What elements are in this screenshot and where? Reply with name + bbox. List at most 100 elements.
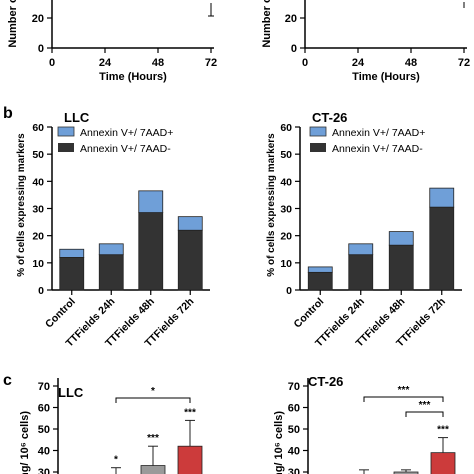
bar-lower — [348, 254, 374, 291]
legend-label: Annexin V+/ 7AAD+ — [80, 127, 173, 139]
x-tick-label: 72 — [458, 57, 470, 69]
y-tick-label: 0 — [286, 285, 292, 297]
significance-label: *** — [147, 433, 159, 444]
plot-area: 30 40 50 60 70 *** *** *** — [288, 378, 456, 474]
panel-letter-b: b — [3, 105, 13, 122]
y-axis-label: % of cells expressing markers — [16, 133, 27, 277]
y-axis-label: % of cells expressing markers — [266, 133, 277, 277]
y-tick-label: 40 — [32, 176, 44, 188]
y-tick-label: 20 — [32, 231, 44, 243]
y-tick-label: 20 — [280, 231, 292, 243]
x-tick-label: 24 — [99, 57, 112, 69]
legend-swatch-upper — [309, 126, 327, 137]
y-tick-label: 50 — [280, 149, 292, 161]
y-tick-label: 70 — [38, 381, 50, 393]
y-tick-label: 50 — [32, 149, 44, 161]
significance-label: * — [114, 455, 118, 466]
bar-upper — [138, 190, 164, 213]
y-tick-label: 50 — [38, 424, 50, 436]
x-ticks: 0 24 48 72 — [302, 48, 470, 69]
panel-a-right: 20 0 Number o 0 24 48 72 Time (Hours) — [261, 0, 470, 83]
bar-lower — [177, 229, 203, 291]
chart-title: CT-26 — [308, 374, 343, 389]
bar-upper — [177, 216, 203, 231]
bar-lower — [307, 271, 333, 291]
bracket-label: *** — [419, 400, 431, 411]
y-tick-label: 0 — [38, 43, 44, 55]
x-tick-label: Control — [291, 296, 326, 331]
panel-c-ct26: CT-26 ng/ 10⁶ cells) 30 40 50 60 70 *** *** *** — [273, 374, 456, 474]
bar-lower — [429, 206, 455, 291]
panel-b-ct26: CT-26 % of cells expressing markers 0 10 2… — [266, 110, 462, 350]
y-tick-label: 60 — [38, 403, 50, 415]
legend-swatch-lower — [310, 143, 326, 152]
legend-label: Annexin V+/ 7AAD- — [332, 143, 423, 155]
x-tick-label: 0 — [302, 57, 308, 69]
y-tick-label: 40 — [288, 446, 300, 458]
significance-bracket — [405, 411, 444, 417]
legend-swatch-upper — [57, 126, 75, 137]
y-tick-label: 70 — [288, 381, 300, 393]
x-tick-label: Control — [43, 296, 78, 331]
panel-b-llc: LLC % of cells expressing markers 0 10 20 3… — [16, 110, 210, 350]
y-tick-label: 10 — [280, 258, 292, 270]
x-ticks: 0 24 48 72 — [49, 48, 217, 69]
bar — [177, 445, 203, 474]
legend-swatch-lower — [58, 143, 74, 152]
bar — [430, 452, 456, 474]
bar-upper — [429, 187, 455, 208]
legend: Annexin V+/ 7AAD+ Annexin V+/ 7AAD- — [309, 126, 425, 155]
x-tick-label: 48 — [405, 57, 417, 69]
y-tick-label: 50 — [288, 424, 300, 436]
y-tick-label: 30 — [38, 467, 50, 474]
y-tick-label: 0 — [38, 285, 44, 297]
x-tick-label: 24 — [352, 57, 365, 69]
y-tick-label: 30 — [288, 467, 300, 474]
x-axis-label: Time (Hours) — [352, 71, 420, 83]
bracket-label: *** — [398, 385, 410, 396]
bar-lower — [98, 254, 124, 291]
x-tick-label: 0 — [49, 57, 55, 69]
bar-upper — [388, 231, 414, 246]
x-axis-label: Time (Hours) — [99, 71, 167, 83]
x-tick-label: 72 — [205, 57, 217, 69]
y-tick-label: 60 — [288, 403, 300, 415]
y-tick-label: 30 — [280, 204, 292, 216]
y-tick-label: 20 — [32, 13, 44, 25]
y-tick-label: 40 — [38, 446, 50, 458]
significance-label: *** — [184, 407, 196, 418]
bar-upper — [348, 243, 374, 256]
chart-title: CT-26 — [312, 110, 347, 125]
legend-label: Annexin V+/ 7AAD+ — [332, 127, 425, 139]
x-tick-label: 48 — [152, 57, 164, 69]
bar-lower — [138, 212, 164, 291]
y-axis-label: ng/ 10⁶ cells) — [273, 411, 285, 474]
bar-upper — [307, 266, 333, 273]
y-axis-label: ng/ 10⁶ cells) — [19, 411, 31, 474]
bracket-label: * — [151, 386, 155, 397]
significance-label: *** — [437, 425, 449, 436]
bar-lower — [59, 256, 85, 291]
y-tick-label: 60 — [280, 122, 292, 134]
bar-lower — [388, 244, 414, 291]
significance-bracket — [115, 397, 191, 403]
bar-upper — [98, 243, 124, 256]
chart-title: LLC — [64, 110, 90, 125]
legend-label: Annexin V+/ 7AAD- — [80, 143, 171, 155]
panel-a-left: 20 0 Number o 0 24 48 72 Time (Hours) — [7, 0, 217, 83]
legend: Annexin V+/ 7AAD+ Annexin V+/ 7AAD- — [57, 126, 173, 155]
panel-letter-c: c — [3, 372, 12, 389]
y-tick-label: 20 — [285, 13, 297, 25]
y-axis-label: Number o — [261, 0, 273, 48]
significance-bracket — [363, 396, 444, 402]
chart-title: LLC — [58, 385, 84, 400]
y-axis-label: Number o — [7, 0, 19, 48]
y-tick-label: 40 — [280, 176, 292, 188]
y-tick-label: 10 — [32, 258, 44, 270]
bar — [140, 465, 166, 474]
